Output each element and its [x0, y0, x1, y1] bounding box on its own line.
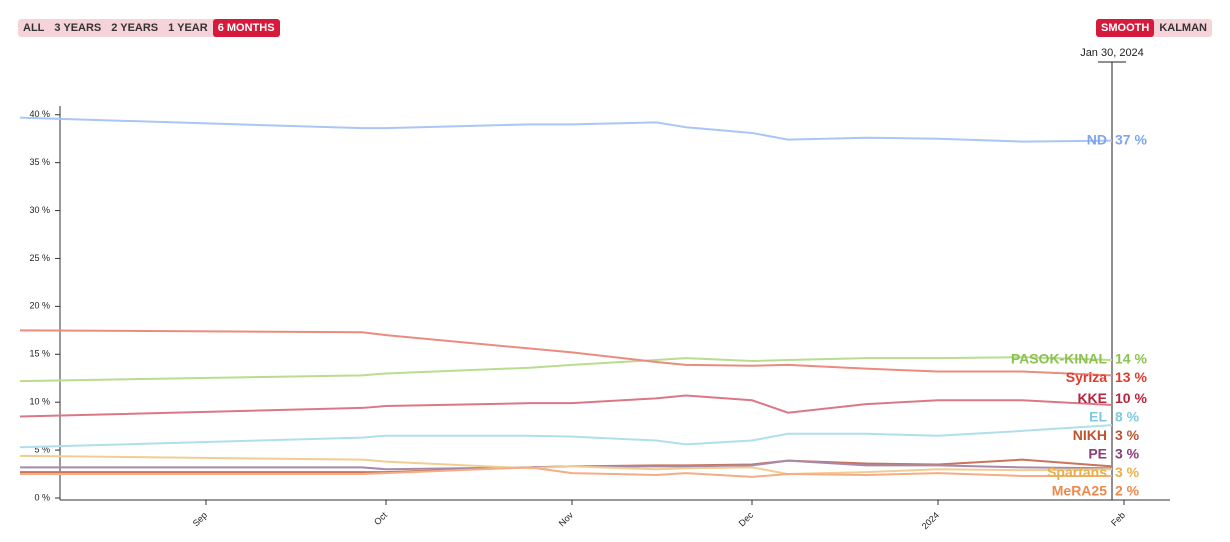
toggle-button[interactable]: 1 YEAR [168, 22, 208, 34]
series-line [19, 454, 1113, 476]
series-name: PASOK-KINAL [1011, 351, 1108, 367]
toggle-button[interactable]: 3 YEARS [54, 22, 102, 34]
x-tick-label: 2024 [920, 510, 941, 531]
series-line [19, 424, 1113, 449]
y-tick-label: 20 % [29, 301, 50, 311]
y-tick-label: 30 % [29, 205, 50, 215]
value-label: 3 % [1115, 446, 1140, 462]
value-label: 3 % [1115, 464, 1140, 480]
value-label: 8 % [1115, 409, 1140, 425]
y-tick-label: 25 % [29, 253, 50, 263]
y-tick-label: 40 % [29, 109, 50, 119]
toggle-button[interactable]: KALMAN [1159, 22, 1207, 34]
series-line [20, 459, 1113, 471]
cursor-label: Jan 30, 2024 [1080, 47, 1144, 59]
series-name: MeRA25 [1052, 483, 1107, 499]
series-line [19, 356, 1113, 383]
value-label: 37 % [1115, 131, 1147, 147]
x-tick-label: Dec [737, 510, 756, 529]
y-tick-label: 10 % [29, 397, 50, 407]
series-name: PE [1088, 446, 1107, 462]
series-name: Spartans [1047, 464, 1107, 480]
y-tick-label: 0 % [34, 492, 50, 502]
x-tick-label: Nov [557, 510, 576, 529]
series-name: KKE [1077, 390, 1107, 406]
series-line [19, 116, 1113, 143]
y-tick-label: 5 % [34, 444, 50, 454]
range-buttons: ALL 3 YEARS 2 YEARS 1 YEAR 6 MONTHS [18, 19, 280, 37]
toggle-button[interactable]: ALL [23, 22, 45, 34]
x-tick-label: Sep [191, 510, 209, 528]
toggle-button[interactable]: SMOOTH [1096, 19, 1155, 37]
value-label: 14 % [1115, 351, 1147, 367]
series-name: EL [1089, 409, 1107, 425]
series-name: Syriza [1066, 369, 1107, 385]
series-line [19, 394, 1113, 418]
x-tick-label: Feb [1109, 510, 1127, 528]
x-tick-label: Oct [372, 510, 389, 527]
value-label: 3 % [1115, 427, 1140, 443]
series-name: NIKH [1073, 427, 1107, 443]
series-line [20, 466, 1112, 478]
method-buttons: SMOOTH KALMAN [1096, 19, 1212, 37]
series-line [19, 329, 1113, 377]
toggle-button[interactable]: 2 YEARS [111, 22, 159, 34]
toggle-button[interactable]: 6 MONTHS [212, 19, 280, 37]
value-label: 2 % [1115, 483, 1140, 499]
value-label: 13 % [1115, 369, 1147, 385]
series-name: ND [1087, 131, 1107, 147]
y-tick-label: 35 % [29, 157, 50, 167]
value-label: 10 % [1115, 390, 1147, 406]
y-tick-label: 15 % [29, 349, 50, 359]
